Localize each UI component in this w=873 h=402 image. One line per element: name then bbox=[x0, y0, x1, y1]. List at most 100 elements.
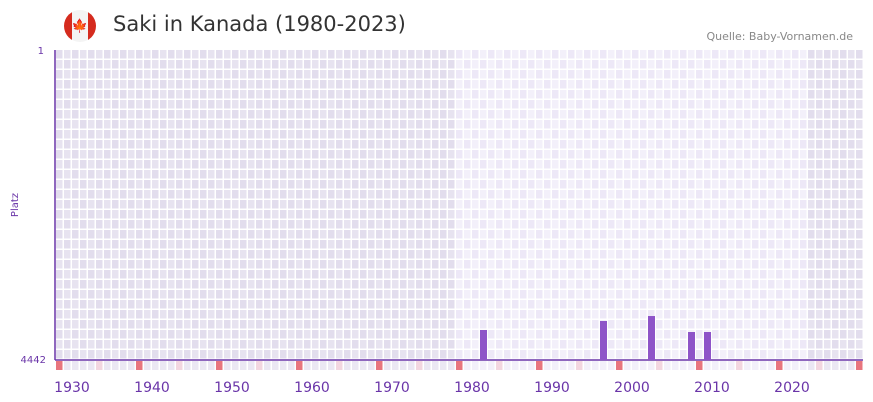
grid-cell bbox=[152, 350, 159, 359]
grid-cell bbox=[720, 340, 727, 349]
grid-cell bbox=[320, 120, 327, 129]
grid-cell bbox=[360, 110, 367, 119]
grid-cell bbox=[576, 330, 583, 339]
grid-cell bbox=[240, 330, 247, 339]
grid-cell bbox=[256, 220, 263, 229]
grid-cell bbox=[144, 50, 151, 59]
year-marker bbox=[736, 361, 743, 370]
grid-cell bbox=[352, 70, 359, 79]
grid-cell bbox=[632, 160, 639, 169]
grid-cell bbox=[728, 150, 735, 159]
grid-cell bbox=[248, 340, 255, 349]
grid-cell bbox=[848, 130, 855, 139]
grid-cell bbox=[208, 250, 215, 259]
grid-cell bbox=[496, 110, 503, 119]
grid-cell bbox=[800, 330, 807, 339]
grid-cell bbox=[64, 80, 71, 89]
grid-cell bbox=[96, 120, 103, 129]
grid-cell bbox=[616, 260, 623, 269]
grid-cell bbox=[664, 60, 671, 69]
grid-cell bbox=[720, 200, 727, 209]
grid-cell bbox=[808, 250, 815, 259]
grid-cell bbox=[384, 310, 391, 319]
grid-cell bbox=[856, 340, 863, 349]
grid-cell bbox=[632, 50, 639, 59]
grid-cell bbox=[384, 290, 391, 299]
grid-cell bbox=[792, 200, 799, 209]
grid-cell bbox=[840, 310, 847, 319]
grid-cell bbox=[104, 130, 111, 139]
grid-cell bbox=[472, 90, 479, 99]
grid-cell bbox=[592, 140, 599, 149]
grid-cell bbox=[664, 240, 671, 249]
grid-cell bbox=[344, 210, 351, 219]
bar-2009 bbox=[704, 332, 711, 360]
grid-cell bbox=[488, 290, 495, 299]
grid-cell bbox=[232, 340, 239, 349]
grid-cell bbox=[776, 260, 783, 269]
grid-cell bbox=[136, 140, 143, 149]
grid-cell bbox=[464, 70, 471, 79]
grid-cell bbox=[776, 300, 783, 309]
grid-cell bbox=[160, 80, 167, 89]
grid-cell bbox=[256, 140, 263, 149]
grid-cell bbox=[576, 70, 583, 79]
grid-cell bbox=[456, 90, 463, 99]
grid-cell bbox=[352, 200, 359, 209]
grid-cell bbox=[816, 300, 823, 309]
grid-cell bbox=[704, 80, 711, 89]
grid-cell bbox=[504, 120, 511, 129]
grid-cell bbox=[624, 160, 631, 169]
year-marker bbox=[448, 361, 455, 370]
grid-cell bbox=[480, 170, 487, 179]
grid-cell bbox=[120, 240, 127, 249]
grid-cell bbox=[616, 160, 623, 169]
grid-cell bbox=[848, 150, 855, 159]
grid-cell bbox=[776, 110, 783, 119]
grid-cell bbox=[696, 290, 703, 299]
grid-cell bbox=[168, 80, 175, 89]
grid-cell bbox=[536, 220, 543, 229]
grid-cell bbox=[112, 270, 119, 279]
grid-cell bbox=[840, 140, 847, 149]
grid-cell bbox=[352, 290, 359, 299]
grid-cell bbox=[712, 140, 719, 149]
grid-cell bbox=[112, 80, 119, 89]
grid-cell bbox=[256, 190, 263, 199]
grid-cell bbox=[128, 340, 135, 349]
grid-cell bbox=[568, 50, 575, 59]
grid-cell bbox=[752, 340, 759, 349]
grid-cell bbox=[488, 280, 495, 289]
grid-cell bbox=[136, 340, 143, 349]
grid-cell bbox=[256, 180, 263, 189]
grid-cell bbox=[728, 50, 735, 59]
grid-cell bbox=[808, 220, 815, 229]
grid-cell bbox=[712, 330, 719, 339]
grid-cell bbox=[296, 80, 303, 89]
grid-cell bbox=[512, 200, 519, 209]
grid-cell bbox=[592, 270, 599, 279]
grid-cell bbox=[856, 100, 863, 109]
grid-cell bbox=[96, 80, 103, 89]
source-link[interactable]: Quelle: Baby-Vornamen.de bbox=[706, 30, 853, 43]
grid-cell bbox=[360, 100, 367, 109]
grid-cell bbox=[424, 260, 431, 269]
grid-cell bbox=[152, 260, 159, 269]
grid-cell bbox=[744, 80, 751, 89]
grid-cell bbox=[616, 180, 623, 189]
grid-cell bbox=[344, 230, 351, 239]
grid-cell bbox=[80, 130, 87, 139]
grid-cell bbox=[488, 150, 495, 159]
grid-cell bbox=[672, 180, 679, 189]
grid-cell bbox=[64, 270, 71, 279]
grid-cell bbox=[544, 190, 551, 199]
grid-cell bbox=[96, 270, 103, 279]
grid-cell bbox=[648, 60, 655, 69]
grid-cell bbox=[320, 280, 327, 289]
grid-cell bbox=[544, 260, 551, 269]
grid-cell bbox=[176, 260, 183, 269]
grid-cell bbox=[248, 250, 255, 259]
grid-cell bbox=[304, 160, 311, 169]
grid-cell bbox=[56, 350, 63, 359]
grid-cell bbox=[336, 240, 343, 249]
